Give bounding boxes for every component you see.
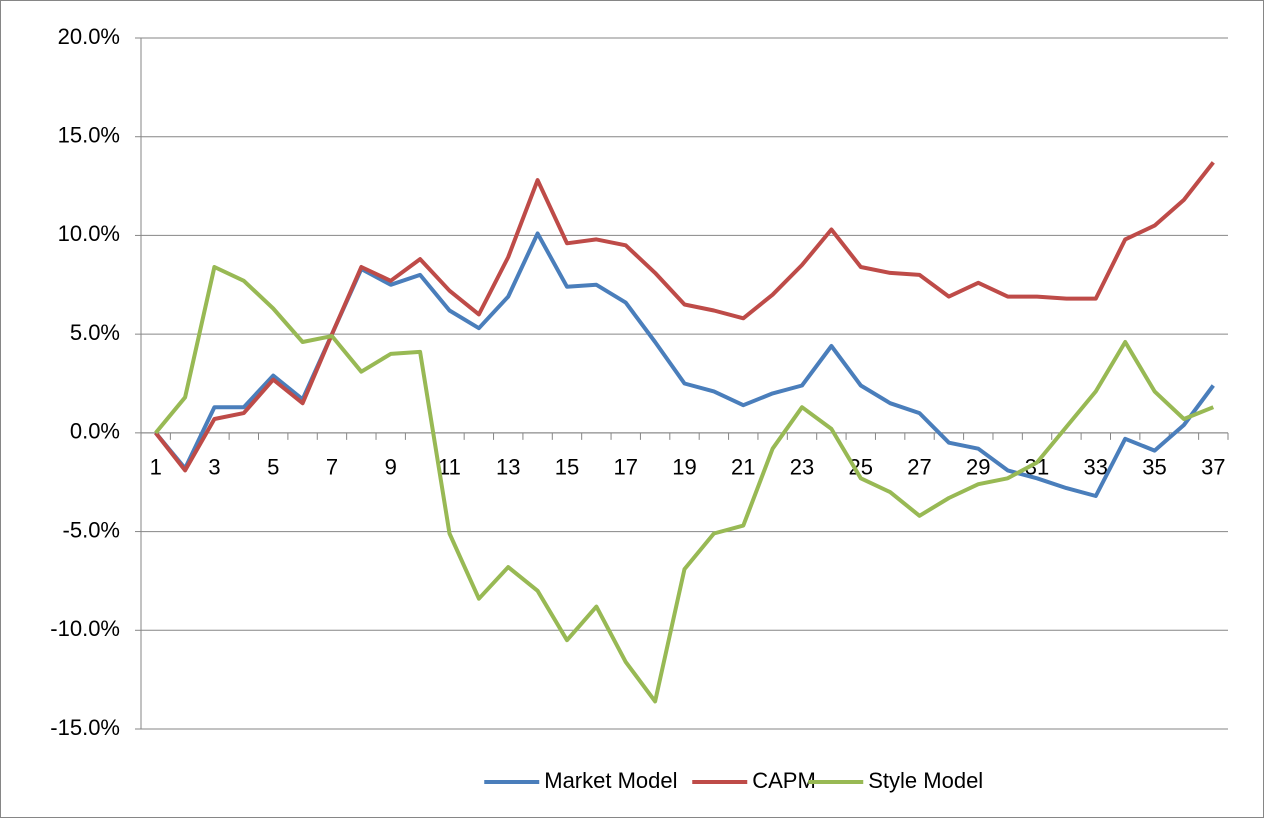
x-tick-label: 27 xyxy=(907,455,931,480)
legend-label: Style Model xyxy=(868,768,983,793)
y-tick-label: -5.0% xyxy=(63,517,120,542)
x-tick-label: 19 xyxy=(672,455,696,480)
x-tick-label: 11 xyxy=(438,455,461,480)
x-tick-label: 17 xyxy=(614,455,638,480)
series-line xyxy=(154,265,1215,704)
series-line xyxy=(154,161,1215,473)
x-tick-label: 23 xyxy=(790,455,814,480)
x-tick-label: 3 xyxy=(208,455,220,480)
x-tick-label: 13 xyxy=(496,455,520,480)
x-tick-label: 21 xyxy=(731,455,755,480)
y-tick-label: -15.0% xyxy=(50,715,120,740)
y-tick-label: -10.0% xyxy=(50,616,120,641)
x-tick-label: 37 xyxy=(1201,455,1225,480)
x-tick-label: 33 xyxy=(1084,455,1108,480)
x-tick-label: 29 xyxy=(966,455,990,480)
y-tick-label: 0.0% xyxy=(70,419,120,444)
x-tick-label: 15 xyxy=(555,455,579,480)
y-tick-label: 15.0% xyxy=(58,123,120,148)
x-tick-label: 35 xyxy=(1142,455,1166,480)
legend-label: Market Model xyxy=(544,768,677,793)
y-tick-label: 5.0% xyxy=(70,320,120,345)
x-tick-label: 9 xyxy=(385,455,397,480)
x-tick-label: 5 xyxy=(267,455,279,480)
y-tick-label: 10.0% xyxy=(58,221,120,246)
legend-label: CAPM xyxy=(752,768,816,793)
x-tick-label: 7 xyxy=(326,455,338,480)
x-tick-label: 1 xyxy=(150,455,162,480)
y-tick-label: 20.0% xyxy=(58,24,120,49)
